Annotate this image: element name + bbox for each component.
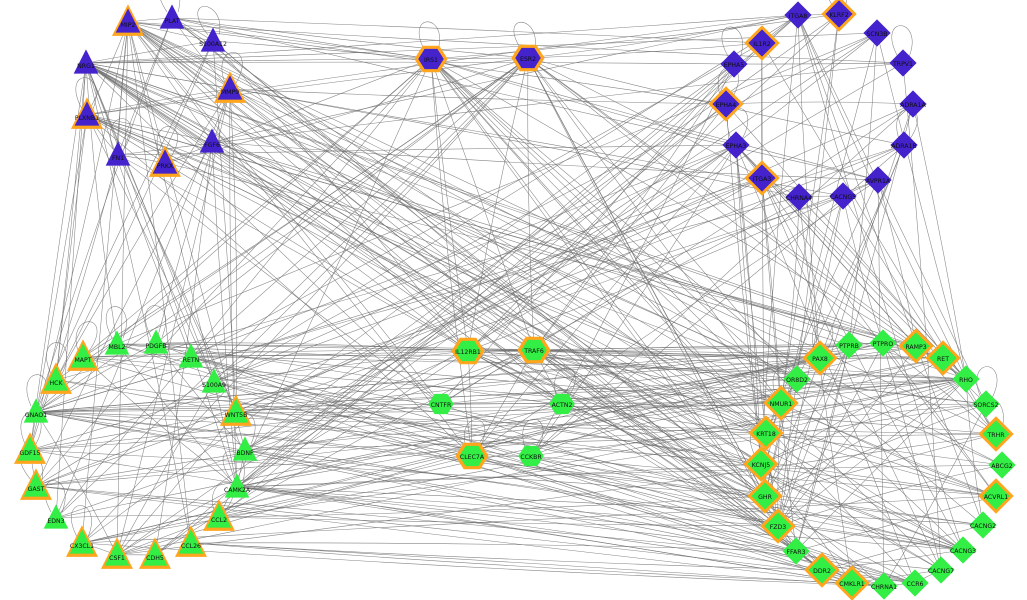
graph-node-s100a9[interactable]: [201, 368, 227, 393]
graph-node-itga8[interactable]: [784, 1, 812, 29]
graph-node-esr2[interactable]: [511, 44, 545, 72]
edges-layer: [29, 13, 1003, 587]
graph-node-cacng2[interactable]: [969, 511, 997, 539]
graph-node-mip2[interactable]: [111, 4, 145, 36]
graph-node-ptpro[interactable]: [869, 329, 897, 357]
graph-node-klrf2[interactable]: [821, 0, 857, 32]
graph-node-epha4[interactable]: [708, 86, 744, 122]
graph-node-plxnb1[interactable]: [70, 97, 104, 129]
graph-node-ccl26[interactable]: [174, 525, 208, 557]
graph-node-gnao1[interactable]: [23, 398, 49, 423]
graph-node-cacng3[interactable]: [949, 536, 977, 564]
graph-node-traf6[interactable]: [517, 336, 551, 364]
graph-node-retn[interactable]: [178, 343, 204, 368]
graph-node-cckbr[interactable]: [518, 445, 544, 467]
graph-node-ghr[interactable]: [747, 478, 783, 514]
graph-node-trpv1[interactable]: [889, 49, 917, 77]
graph-node-cdh5[interactable]: [138, 537, 172, 569]
graph-node-cacng5[interactable]: [829, 182, 857, 210]
graph-node-clec7a[interactable]: [455, 442, 489, 470]
graph-node-fgf6[interactable]: [199, 128, 225, 153]
graph-node-cx3cl1[interactable]: [65, 525, 99, 557]
graph-node-itga3[interactable]: [744, 160, 780, 196]
graph-node-pax8[interactable]: [802, 340, 838, 376]
graph-node-mapt[interactable]: [66, 339, 100, 371]
graph-node-fn1[interactable]: [105, 141, 131, 166]
graph-node-csf1[interactable]: [100, 537, 134, 569]
graph-node-rho[interactable]: [952, 365, 980, 393]
graph-node-mmp9[interactable]: [213, 71, 247, 103]
graph-node-trhr[interactable]: [978, 416, 1014, 452]
graph-node-scn3b[interactable]: [863, 19, 891, 47]
graph-node-ccr6[interactable]: [901, 569, 929, 597]
graph-node-mbl2[interactable]: [104, 330, 130, 355]
graph-node-fzd3[interactable]: [760, 508, 796, 544]
graph-node-gast[interactable]: [19, 468, 53, 500]
graph-node-adra1b[interactable]: [890, 131, 918, 159]
graph-node-ret[interactable]: [925, 340, 961, 376]
graph-node-ffar3[interactable]: [782, 537, 810, 565]
graph-node-kcnj5[interactable]: [743, 446, 779, 482]
graph-node-epha3[interactable]: [722, 131, 750, 159]
graph-node-edn3[interactable]: [43, 504, 69, 529]
graph-node-actn2[interactable]: [549, 393, 575, 415]
graph-node-avpr1a[interactable]: [864, 166, 892, 194]
graph-node-acvrl1[interactable]: [978, 478, 1014, 514]
graph-node-ccl2[interactable]: [202, 499, 236, 531]
graph-node-bdnf[interactable]: [232, 436, 258, 461]
graph-node-epha5[interactable]: [720, 50, 748, 78]
graph-node-nrg1[interactable]: [73, 49, 99, 74]
graph-node-adra1a[interactable]: [899, 90, 927, 118]
graph-node-ddr2[interactable]: [804, 552, 840, 588]
graph-node-hck[interactable]: [39, 362, 73, 394]
graph-node-ramp3[interactable]: [898, 328, 934, 364]
graph-node-krt18[interactable]: [748, 415, 784, 451]
nodes-layer[interactable]: [13, 0, 1016, 600]
graph-node-il12rb1[interactable]: [451, 337, 485, 365]
graph-node-irs1[interactable]: [414, 45, 448, 73]
graph-node-plat[interactable]: [159, 4, 185, 29]
graph-node-chrna1[interactable]: [870, 572, 898, 600]
graph-node-chrna4[interactable]: [785, 183, 813, 211]
graph-node-s100a12[interactable]: [200, 27, 226, 52]
graph-node-or8d2[interactable]: [783, 365, 811, 393]
graph-node-wnt5b[interactable]: [219, 394, 253, 426]
graph-node-cacng7[interactable]: [927, 556, 955, 584]
graph-node-cmklr1[interactable]: [834, 565, 870, 600]
self-loops-layer: [20, 0, 1004, 538]
graph-node-pdgfb[interactable]: [143, 329, 169, 354]
graph-node-ptprb[interactable]: [835, 331, 863, 359]
graph-node-sorcs2[interactable]: [972, 390, 1000, 418]
graph-node-gdf15[interactable]: [13, 432, 47, 464]
graph-node-cntfr[interactable]: [428, 393, 454, 415]
graph-node-camk2a[interactable]: [224, 473, 250, 498]
graph-node-abcg2[interactable]: [988, 451, 1016, 479]
graph-node-prkx[interactable]: [148, 145, 182, 177]
graph-node-il1r2[interactable]: [744, 25, 780, 61]
graph-node-nmur1[interactable]: [763, 385, 799, 421]
